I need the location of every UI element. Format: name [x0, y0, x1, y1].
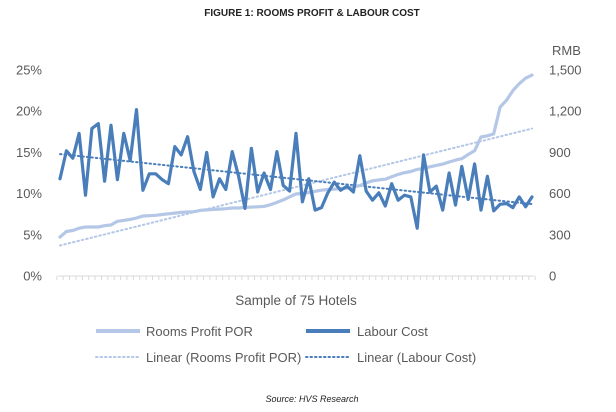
right-axis-tick-label: 0: [549, 269, 556, 284]
source-note: Source: HVS Research: [265, 394, 358, 404]
series-lines: [58, 73, 534, 239]
right-axis-tick-labels: 0 300 600 900 1,200 1,500: [549, 63, 582, 284]
legend-label-linear-labour-cost: Linear (Labour Cost): [357, 350, 476, 365]
right-axis-tick-label: 900: [549, 145, 571, 160]
series-line: [58, 73, 534, 239]
left-axis-tick-label: 15%: [16, 145, 42, 160]
x-axis-ticks: [56, 276, 536, 280]
right-axis-tick-label: 1,500: [549, 63, 582, 78]
x-axis-label: Sample of 75 Hotels: [235, 293, 357, 308]
right-axis-label: RMB: [552, 43, 581, 58]
right-axis-tick-label: 300: [549, 227, 571, 242]
left-axis-tick-labels: 0% 5% 10% 15% 20% 25%: [16, 63, 42, 284]
left-axis-tick-label: 0%: [23, 269, 42, 284]
left-axis-tick-label: 25%: [16, 63, 42, 78]
legend-item-linear-rooms-profit: Linear (Rooms Profit POR): [95, 350, 301, 365]
series-line: [58, 107, 534, 230]
left-axis-tick-label: 20%: [16, 104, 42, 119]
legend: Rooms Profit POR Labour Cost Linear (Roo…: [95, 324, 476, 365]
right-axis-tick-label: 1,200: [549, 104, 582, 119]
legend-label-labour-cost: Labour Cost: [357, 324, 428, 339]
trendline: [59, 127, 533, 247]
legend-label-linear-rooms-profit: Linear (Rooms Profit POR): [146, 350, 301, 365]
legend-item-linear-labour-cost: Linear (Labour Cost): [305, 350, 476, 365]
left-axis-tick-label: 5%: [23, 227, 42, 242]
legend-label-rooms-profit: Rooms Profit POR: [146, 324, 253, 339]
right-axis-tick-label: 600: [549, 186, 571, 201]
left-axis-tick-label: 10%: [16, 186, 42, 201]
chart-title: FIGURE 1: ROOMS PROFIT & LABOUR COST: [204, 8, 420, 19]
legend-item-labour-cost: Labour Cost: [306, 324, 428, 339]
legend-item-rooms-profit: Rooms Profit POR: [96, 324, 253, 339]
